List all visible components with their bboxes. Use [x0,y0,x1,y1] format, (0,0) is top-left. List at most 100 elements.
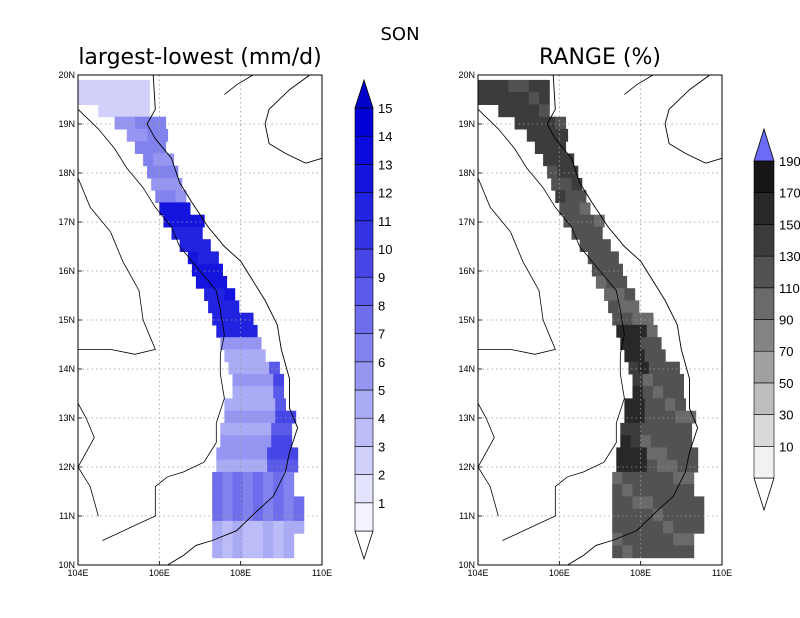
grid-cell [478,92,489,105]
grid-cell [673,484,684,497]
grid-cell [693,508,705,522]
grid-cell [478,79,489,93]
grid-cell [632,312,644,326]
grid-cell [640,337,652,350]
grid-cell [252,496,264,510]
grid-cell [78,92,89,105]
lat-tick-label: 19N [58,119,75,129]
lat-tick-label: 15N [458,315,475,325]
grid-cell [545,141,556,154]
grid-cell [671,435,682,448]
colorbar-swatch [354,276,374,306]
grid-cell [622,471,634,485]
grid-cell [224,398,236,412]
grid-cell [118,104,130,118]
grid-cell [539,79,550,93]
colorbar-min-arrow [354,530,374,561]
hainan-coast [664,74,723,164]
grid-cell [565,190,577,203]
colorbar-swatch [753,445,775,479]
grid-cell [604,288,615,301]
grid-cell [265,398,276,412]
hainan-coast [264,74,323,164]
grid-cell [573,214,585,228]
grid-cell [539,104,550,118]
map-panel-right: RANGE (%) 10N 11N 12N 13N 14N 15N 16N 17N 18N 19N… [458,45,800,578]
grid-cell [557,128,569,142]
grid-cell [642,373,654,387]
grid-cell [222,471,234,485]
grid-cell [175,190,187,203]
grid-cell [508,79,520,93]
colorbar-label: 30 [779,408,793,423]
grid-cell [632,545,644,559]
grid-cell [652,533,664,546]
grid-cell [226,447,238,461]
grid-cell [216,324,228,338]
grid-cell [238,361,250,375]
grid-cell [224,288,236,301]
colorbar-label: 5 [378,383,385,398]
grid-cell [273,520,284,534]
grid-cell [193,214,205,228]
axis-ticks-left: 10N 11N 12N 13N 14N 15N 16N 17N 18N 19N 20N 104E 106… [58,70,332,578]
grid-cell [212,263,223,277]
grid-cell [145,141,156,154]
grid-cell [636,447,648,461]
grid-cell [269,361,280,375]
grid-cell [163,153,175,167]
grid-cell [242,312,254,326]
grid-cell [222,545,234,559]
grid-cell [671,422,682,436]
colorbar-swatch [354,220,374,250]
grid-cell [220,337,232,350]
grid-cell [569,202,581,216]
grid-cell [667,459,678,473]
colorbar-swatch [753,382,775,415]
grid-cell [206,275,217,289]
grid-cell [563,153,575,167]
grid-cell [685,410,697,424]
lat-tick-label: 11N [59,511,75,521]
grid-cell [539,92,550,105]
grid-cell [212,520,223,534]
panel-title-right: RANGE (%) [539,45,661,70]
grid-cell [622,533,634,546]
grid-cell [267,447,278,461]
grid-cell [263,471,274,485]
grid-cell [202,263,213,277]
coastline [477,403,499,517]
grid-cell [212,545,223,559]
grid-cell [634,349,646,363]
grid-cell [683,520,695,534]
grid-cell [222,312,234,326]
grid-cell [652,373,664,387]
grid-cell [652,386,664,399]
colorbar-swatch [753,255,775,289]
grid-cell [252,520,264,534]
grid-cell [644,410,656,424]
grid-cell [551,177,562,191]
colorbar-label: 170 [779,186,800,201]
colorbar-swatch [753,160,775,194]
colorbar-label: 70 [779,344,793,359]
grid-cell [250,422,262,436]
lon-tick-label: 108E [630,568,651,578]
colorbar-label: 150 [779,217,800,232]
grid-cell [212,508,223,522]
grid-cell [543,153,554,167]
colorbar-label: 9 [378,270,385,285]
grid-cell [252,373,264,387]
grid-cell [240,422,252,436]
grid-cell [212,533,223,546]
grid-cell [271,435,282,448]
grid-cell [293,520,305,534]
grid-cell [222,508,234,522]
grid-cell [642,533,654,546]
grid-cell [593,214,605,228]
grid-cell [263,496,274,510]
grid-cell [181,226,193,240]
colorbar-swatch [753,192,775,225]
grid-cell [632,508,644,522]
grid-cell [232,484,244,497]
